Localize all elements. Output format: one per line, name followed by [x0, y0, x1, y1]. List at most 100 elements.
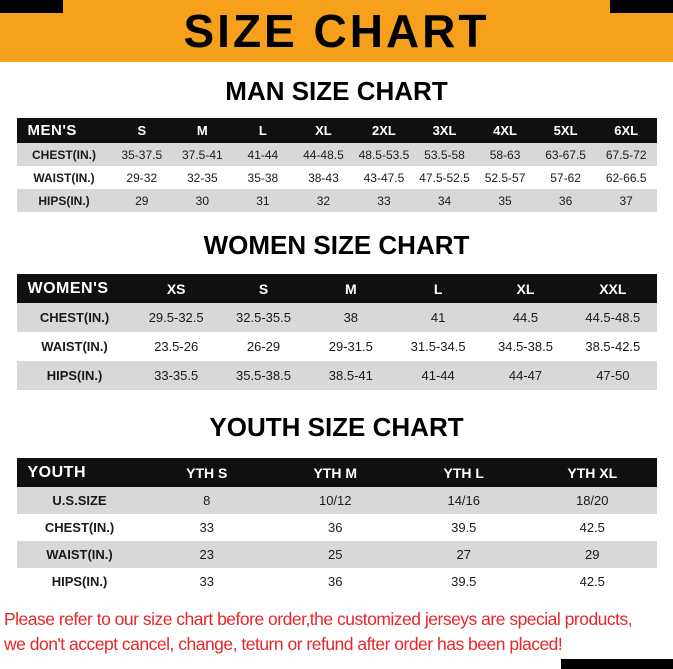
table-cell: 29 [135, 193, 149, 208]
table-row: WAIST(IN.) 29-32 32-35 35-38 38-43 43-47.5 47.… [16, 166, 657, 189]
table-cell: 38-43 [308, 170, 339, 185]
table-cell: 29-31.5 [328, 339, 373, 354]
table-cell: 37 [619, 193, 633, 208]
table-row: WAIST(IN.) 23.5-26 26-29 29-31.5 31.5-34.5 34… [16, 332, 657, 361]
table-row: U.S.SIZE 8 10/12 14/16 18/20 [16, 487, 657, 514]
banner-corner-left [0, 0, 63, 13]
column-header: S [111, 118, 173, 143]
man-size-table: MEN'S S M L XL 2XL 3XL 4XL 5XL 6XL CHEST(IN.) 35-37… [16, 118, 657, 212]
table-cell: 33 [377, 193, 391, 208]
column-header: 2XL [353, 118, 415, 143]
table-cell: 27 [456, 547, 471, 562]
table-corner-header: MEN'S [16, 118, 112, 143]
table-cell: 32 [316, 193, 331, 208]
row-label: CHEST(IN.) [44, 520, 115, 535]
row-label: WAIST(IN.) [33, 170, 95, 185]
table-cell: 41-44 [247, 147, 279, 162]
table-cell: 52.5-57 [484, 170, 526, 185]
table-cell: 38.5-42.5 [585, 339, 641, 354]
row-label: HIPS(IN.) [51, 574, 108, 589]
table-cell: 58-63 [489, 147, 521, 162]
table-cell: 44-48.5 [303, 147, 344, 162]
table-cell: 44.5-48.5 [585, 310, 641, 325]
table-cell: 44-47 [508, 368, 543, 383]
table-cell: 14/16 [447, 493, 481, 508]
table-cell: 25 [328, 547, 343, 562]
table-cell: 44.5 [512, 310, 539, 325]
column-header: XXL [569, 274, 657, 303]
table-cell: 33 [199, 520, 214, 535]
table-head: YOUTH YTH S YTH M YTH L YTH XL [16, 458, 657, 487]
column-header: 5XL [535, 118, 596, 143]
column-header: 6XL [595, 118, 657, 143]
table-cell: 38 [343, 310, 359, 325]
column-header: 3XL [414, 118, 475, 143]
table-cell: 48.5-53.5 [358, 147, 410, 162]
table-cell: 8 [203, 493, 211, 508]
table-header-row: MEN'S S M L XL 2XL 3XL 4XL 5XL 6XL [16, 118, 657, 143]
table-row: HIPS(IN.) 33-35.5 35.5-38.5 38.5-41 41-44 44-… [16, 361, 657, 390]
table-row: HIPS(IN.) 33 36 39.5 42.5 [16, 568, 657, 595]
column-header: YTH M [271, 458, 400, 487]
table-body: CHEST(IN.) 29.5-32.5 32.5-35.5 38 41 44.5 44.5… [16, 303, 657, 390]
column-header: YTH S [142, 458, 271, 487]
column-header: XS [132, 274, 220, 303]
table-cell: 23 [199, 547, 214, 562]
table-cell: 62-66.5 [605, 170, 647, 185]
row-label: HIPS(IN.) [46, 368, 103, 383]
row-label: CHEST(IN.) [32, 147, 96, 162]
table-cell: 36 [328, 574, 343, 589]
table-cell: 33 [199, 574, 214, 589]
column-header: M [172, 118, 233, 143]
table-cell: 39.5 [451, 574, 477, 589]
table-row: CHEST(IN.) 35-37.5 37.5-41 41-44 44-48.5 48.5… [16, 143, 657, 166]
women-size-chart-section: WOMEN SIZE CHART WOMEN'S XS S M L XL XXL CHEST(… [0, 230, 673, 390]
table-cell: 35 [498, 193, 512, 208]
table-cell: 47.5-52.5 [419, 170, 470, 185]
table-cell: 33-35.5 [154, 368, 199, 383]
column-header: L [232, 118, 294, 143]
table-head: MEN'S S M L XL 2XL 3XL 4XL 5XL 6XL [16, 118, 657, 143]
table-corner-header: YOUTH [16, 458, 143, 487]
footer-line-2: we don't accept cancel, change, teturn o… [4, 634, 563, 654]
table-cell: 41-44 [421, 368, 455, 383]
table-row: CHEST(IN.) 29.5-32.5 32.5-35.5 38 41 44.5 44.5… [16, 303, 657, 332]
table-cell: 32-35 [186, 170, 218, 185]
table-cell: 53.5-58 [424, 147, 465, 162]
table-cell: 36 [328, 520, 343, 535]
table-cell: 42.5 [579, 520, 605, 535]
table-cell: 29.5-32.5 [148, 310, 204, 325]
table-body: U.S.SIZE 8 10/12 14/16 18/20 CHEST(IN.) 33 36 39… [16, 487, 657, 595]
table-cell: 43-47.5 [363, 170, 405, 185]
table-body: CHEST(IN.) 35-37.5 37.5-41 41-44 44-48.5 48.5… [16, 143, 657, 212]
table-row: CHEST(IN.) 33 36 39.5 42.5 [16, 514, 657, 541]
table-cell: 37.5-41 [181, 147, 223, 162]
column-header: XL [293, 118, 354, 143]
women-section-title: WOMEN SIZE CHART [203, 230, 470, 260]
table-cell: 23.5-26 [154, 339, 199, 354]
man-size-chart-section: MAN SIZE CHART MEN'S S M L XL 2XL 3XL 4XL 5XL 6XL… [0, 76, 673, 212]
bottom-right-bar [561, 659, 673, 669]
row-label: WAIST(IN.) [41, 339, 108, 354]
table-cell: 57-62 [550, 170, 581, 185]
table-cell: 39.5 [451, 520, 477, 535]
table-cell: 35.5-38.5 [236, 368, 291, 383]
table-cell: 30 [195, 193, 209, 208]
table-cell: 34 [437, 193, 452, 208]
table-cell: 67.5-72 [605, 147, 647, 162]
youth-size-chart-section: YOUTH SIZE CHART YOUTH YTH S YTH M YTH L YTH… [0, 412, 673, 595]
column-header: YTH XL [528, 458, 657, 487]
column-header: M [307, 274, 395, 303]
table-header-row: YOUTH YTH S YTH M YTH L YTH XL [16, 458, 657, 487]
table-cell: 42.5 [579, 574, 605, 589]
table-cell: 35-37.5 [121, 147, 163, 162]
column-header: XL [481, 274, 570, 303]
table-corner-header: WOMEN'S [16, 274, 133, 303]
table-head: WOMEN'S XS S M L XL XXL [16, 274, 657, 303]
table-cell: 35-38 [247, 170, 279, 185]
footer-note: Please refer to our size chart before or… [0, 607, 673, 657]
column-header: 4XL [474, 118, 536, 143]
table-cell: 32.5-35.5 [236, 310, 291, 325]
table-cell: 47-50 [596, 368, 630, 383]
